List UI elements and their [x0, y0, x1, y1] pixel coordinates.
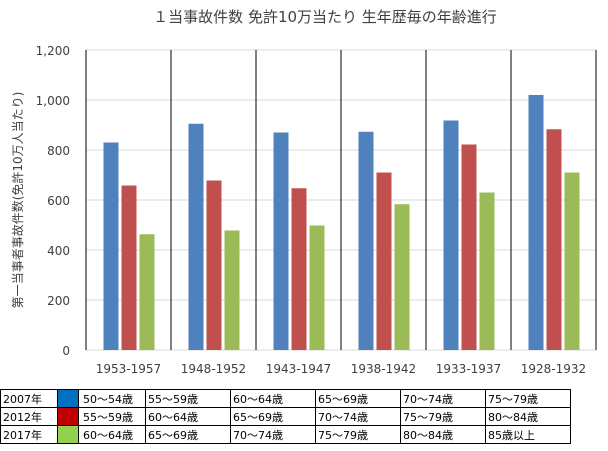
y-tick-label: 1,000: [36, 94, 70, 108]
bar: [121, 185, 137, 350]
x-tick-label: 1943-1947: [266, 362, 331, 376]
age-cell: 55～59歳: [145, 389, 231, 408]
chart-title: １当事故件数 免許10万当たり 生年歴毎の年齢進行: [153, 8, 497, 26]
row-year: 2012年: [0, 407, 58, 426]
x-axis-ticks: 1953-1957 1948-1952 1943-1947 1938-1942 1933…: [96, 362, 586, 376]
bar: [139, 234, 155, 350]
age-cell: 65～69歳: [315, 389, 401, 408]
age-cell: 80～84歳: [400, 425, 486, 444]
bar: [291, 188, 307, 350]
y-tick-label: 400: [47, 244, 70, 258]
age-cell: 60～64歳: [230, 389, 316, 408]
legend-swatch: [57, 425, 79, 444]
y-tick-label: 200: [47, 294, 70, 308]
age-cell: 55～59歳: [78, 407, 146, 426]
age-cell: 75～79歳: [485, 389, 571, 408]
y-tick-label: 1,200: [36, 44, 70, 58]
y-axis-ticks: 0 200 400 600 800 1,000 1,200: [36, 44, 70, 358]
y-tick-label: 600: [47, 194, 70, 208]
y-tick-label: 0: [62, 344, 70, 358]
row-year: 2007年: [0, 389, 58, 408]
bar: [309, 225, 325, 350]
age-cell: 50～54歳: [78, 389, 146, 408]
bar: [528, 95, 544, 350]
bar: [564, 172, 580, 350]
bar: [461, 144, 477, 350]
bar: [376, 172, 392, 350]
age-table: 2007年 50～54歳 55～59歳 60～64歳 65～69歳 70～74歳 75～79…: [0, 389, 571, 444]
x-tick-label: 1948-1952: [181, 362, 246, 376]
bar-chart: 0 200 400 600 800 1,000 1,200 1953-1957 1948-19…: [10, 44, 597, 376]
legend-swatch: [57, 389, 79, 408]
bar: [546, 129, 562, 350]
table-row: 2012年 55～59歳 60～64歳 65～69歳 70～74歳 75～79歳 80～84…: [0, 407, 571, 426]
x-tick-label: 1928-1932: [521, 362, 586, 376]
table-row: 2017年 60～64歳 65～69歳 70～74歳 75～79歳 80～84歳 85歳以上: [0, 425, 571, 444]
legend-swatch: [57, 407, 79, 426]
bar: [103, 142, 119, 350]
y-axis-label: 第一当事者事故件数(免許10万人当たり): [10, 92, 25, 309]
bar: [443, 120, 459, 350]
bar: [224, 230, 240, 350]
age-cell: 65～69歳: [145, 425, 231, 444]
age-cell: 75～79歳: [315, 425, 401, 444]
group-separators: [85, 50, 597, 350]
x-tick-label: 1933-1937: [436, 362, 501, 376]
bar: [188, 123, 204, 350]
x-tick-label: 1953-1957: [96, 362, 161, 376]
x-tick-label: 1938-1942: [351, 362, 416, 376]
age-cell: 70～74歳: [400, 389, 486, 408]
age-cell: 85歳以上: [485, 425, 571, 444]
age-cell: 75～79歳: [400, 407, 486, 426]
bar: [206, 180, 222, 350]
age-cell: 80～84歳: [485, 407, 571, 426]
age-cell: 60～64歳: [78, 425, 146, 444]
y-tick-label: 800: [47, 144, 70, 158]
row-year: 2017年: [0, 425, 58, 444]
table-row: 2007年 50～54歳 55～59歳 60～64歳 65～69歳 70～74歳 75～79…: [0, 389, 571, 408]
bar: [479, 192, 495, 350]
bar: [394, 204, 410, 350]
age-cell: 70～74歳: [315, 407, 401, 426]
age-cell: 70～74歳: [230, 425, 316, 444]
bar: [273, 132, 289, 350]
age-cell: 65～69歳: [230, 407, 316, 426]
age-cell: 60～64歳: [145, 407, 231, 426]
bar: [358, 131, 374, 350]
bars: [103, 95, 580, 350]
